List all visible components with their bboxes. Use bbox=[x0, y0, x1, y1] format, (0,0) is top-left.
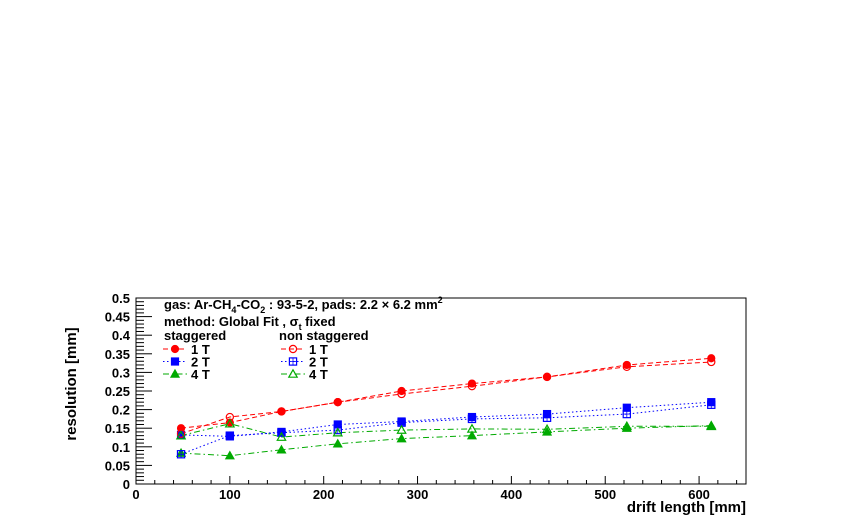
data-point-s5-p0 bbox=[175, 430, 187, 440]
series-line-4 bbox=[180, 404, 712, 455]
data-point-s2-p4 bbox=[396, 433, 407, 443]
legend-label-3: 1 T bbox=[309, 342, 328, 357]
data-point-s4-p8 bbox=[707, 400, 716, 409]
legend-entries: 1 T2 T4 T1 T2 T4 T bbox=[163, 342, 328, 382]
legend: gas: Ar-CH4-CO2 : 93-5-2, pads: 2.2 × 6.… bbox=[163, 295, 443, 382]
legend-method-line: method: Global Fit , σt fixed bbox=[164, 314, 336, 332]
y-tick-label: 0.45 bbox=[105, 310, 130, 325]
data-point-s4-p6 bbox=[542, 413, 552, 422]
data-point-s5-p4 bbox=[396, 424, 407, 434]
data-point-s5-p5 bbox=[466, 423, 478, 433]
legend-staggered-header: staggered bbox=[164, 328, 226, 343]
legend-label-4: 2 T bbox=[309, 355, 328, 370]
y-tick-label: 0.4 bbox=[112, 328, 131, 343]
y-axis-title: resolution [mm] bbox=[63, 327, 80, 440]
data-point-s3-p6 bbox=[542, 372, 552, 382]
series-points bbox=[175, 354, 717, 460]
legend-label-1: 2 T bbox=[191, 355, 210, 370]
data-point-s0-p5 bbox=[467, 379, 477, 388]
data-point-s5-p1 bbox=[224, 418, 236, 428]
data-point-s3-p7 bbox=[622, 362, 632, 372]
data-point-s4-p1 bbox=[225, 431, 235, 440]
data-point-s4-p0 bbox=[176, 450, 186, 459]
x-axis-title: drift length [mm] bbox=[627, 499, 746, 516]
x-tick-label: 300 bbox=[407, 487, 429, 502]
data-point-s2-p3 bbox=[332, 438, 343, 448]
data-point-s5-p2 bbox=[276, 431, 287, 441]
data-point-s3-p3 bbox=[333, 397, 342, 407]
data-point-s3-p4 bbox=[397, 389, 406, 399]
series-line-5 bbox=[180, 423, 712, 438]
legend-marker-1 bbox=[170, 357, 180, 366]
x-tick-label: 500 bbox=[594, 487, 616, 502]
data-point-s5-p3 bbox=[332, 427, 343, 437]
data-point-s0-p4 bbox=[397, 386, 406, 396]
data-point-s2-p6 bbox=[541, 426, 553, 436]
x-tick-label: 0 bbox=[132, 487, 139, 502]
data-point-s3-p2 bbox=[277, 407, 286, 416]
y-tick-label: 0.5 bbox=[112, 291, 130, 306]
y-tick-label: 0.05 bbox=[105, 458, 130, 473]
legend-label-5: 4 T bbox=[309, 367, 328, 382]
series-line-3 bbox=[180, 361, 712, 435]
legend-label-2: 4 T bbox=[191, 367, 210, 382]
y-tick-label: 0 bbox=[123, 477, 130, 492]
data-point-s5-p6 bbox=[541, 423, 553, 434]
data-point-s2-p5 bbox=[466, 430, 478, 440]
x-tick-label: 100 bbox=[219, 487, 241, 502]
data-point-s4-p5 bbox=[467, 414, 477, 424]
data-point-s3-p8 bbox=[707, 357, 716, 367]
series-line-0 bbox=[180, 357, 712, 429]
data-point-s2-p1 bbox=[224, 450, 235, 460]
y-tick-label: 0.25 bbox=[105, 384, 130, 399]
data-point-s3-p5 bbox=[467, 381, 477, 391]
legend-marker-1-box bbox=[170, 357, 180, 366]
legend-gas-line: gas: Ar-CH4-CO2 : 93-5-2, pads: 2.2 × 6.… bbox=[164, 295, 443, 315]
data-point-s4-p7 bbox=[622, 409, 632, 419]
legend-nonstaggered-header: non staggered bbox=[279, 328, 369, 343]
legend-marker-2 bbox=[169, 368, 181, 378]
legend-label-0: 1 T bbox=[191, 342, 210, 357]
y-tick-label: 0.3 bbox=[112, 365, 130, 380]
legend-marker-4 bbox=[288, 357, 298, 366]
y-tick-label: 0.15 bbox=[105, 421, 130, 436]
legend-marker-5 bbox=[287, 368, 299, 378]
x-tick-label: 600 bbox=[688, 487, 710, 502]
x-tick-label: 200 bbox=[313, 487, 335, 502]
legend-marker-0 bbox=[170, 344, 180, 354]
y-tick-label: 0.2 bbox=[112, 403, 130, 418]
x-tick-label: 400 bbox=[501, 487, 523, 502]
data-point-s5-p7 bbox=[621, 420, 633, 431]
data-point-s3-p0 bbox=[176, 429, 186, 438]
axes: 0 100 200 300 400 500 60000.050.10.150.20.250.… bbox=[105, 291, 738, 502]
data-point-s5-p8 bbox=[706, 420, 717, 431]
series-lines bbox=[180, 357, 712, 457]
data-point-s2-p2 bbox=[276, 444, 287, 454]
y-tick-label: 0.35 bbox=[105, 347, 130, 362]
legend-marker-3 bbox=[288, 344, 298, 354]
y-tick-label: 0.1 bbox=[112, 440, 130, 455]
